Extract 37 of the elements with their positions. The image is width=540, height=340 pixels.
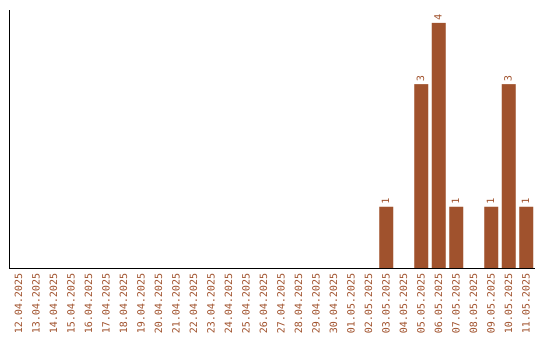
data-label: 1 <box>520 198 532 204</box>
x-tick-label: 04.05.2025 <box>399 273 410 334</box>
x-tick-label: 28.04.2025 <box>294 273 305 334</box>
x-tick-label: 15.04.2025 <box>66 273 78 334</box>
x-tick-label: 10.05.2025 <box>504 273 515 334</box>
x-tick-label: 05.05.2025 <box>416 273 428 334</box>
x-tick-label: 11.05.2025 <box>522 273 532 334</box>
x-tick-label: 02.05.2025 <box>364 273 375 334</box>
x-tick-label: 18.04.2025 <box>119 273 130 334</box>
x-tick-label: 17.04.2025 <box>102 273 112 334</box>
x-tick-label: 07.05.2025 <box>452 273 462 334</box>
x-tick-label: 01.05.2025 <box>346 273 358 334</box>
x-tick-label: 25.04.2025 <box>242 273 252 334</box>
data-label: 3 <box>416 75 427 82</box>
x-tick-label: 19.04.2025 <box>136 273 148 334</box>
data-label: 1 <box>450 198 462 204</box>
x-tick-label: 29.04.2025 <box>312 273 322 334</box>
x-tick-label: 21.04.2025 <box>172 273 182 334</box>
x-tick-label: 12.04.2025 <box>14 273 25 334</box>
x-tick-label: 13.04.2025 <box>32 273 42 334</box>
x-tick-label: 26.04.2025 <box>259 273 270 334</box>
x-tick-label: 16.04.2025 <box>84 273 95 334</box>
x-tick-label: 30.04.2025 <box>329 273 340 334</box>
x-tick-label: 27.04.2025 <box>276 273 288 334</box>
data-label: 3 <box>503 75 514 82</box>
x-tick-label: 06.05.2025 <box>434 273 445 334</box>
x-tick-label: 24.04.2025 <box>224 273 235 334</box>
x-tick-label: 14.04.2025 <box>49 273 60 334</box>
data-label: 1 <box>486 198 497 204</box>
data-label: 4 <box>433 14 444 20</box>
data-label: 1 <box>380 198 392 204</box>
x-tick-label: 23.04.2025 <box>206 273 218 334</box>
x-tick-label: 20.04.2025 <box>154 273 165 334</box>
x-tick-label: 03.05.2025 <box>382 273 392 334</box>
x-tick-label: 09.05.2025 <box>486 273 498 334</box>
x-tick-label: 08.05.2025 <box>469 273 480 334</box>
x-tick-label: 22.04.2025 <box>189 273 200 334</box>
